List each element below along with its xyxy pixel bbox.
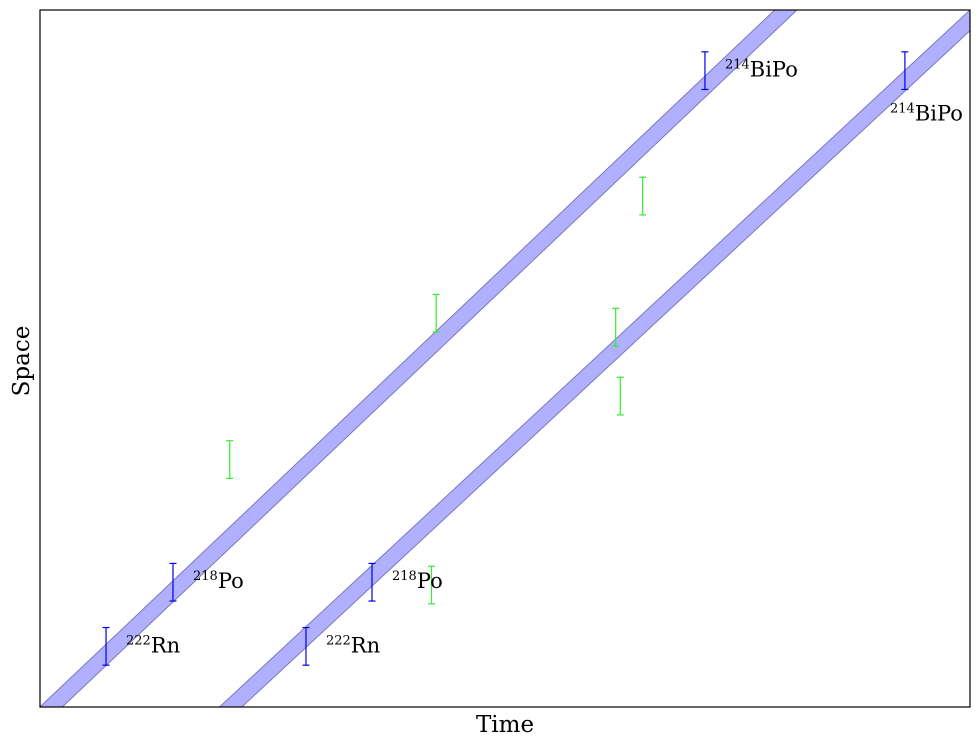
decay-event-2 — [169, 562, 177, 602]
y-axis-label: Space — [9, 326, 35, 397]
decay-label-element: BiPo — [750, 58, 798, 82]
decay-label-isotope-number: 214 — [725, 58, 750, 73]
decay-label-3: 214BiPo — [725, 58, 798, 82]
decay-label-5: 218Po — [392, 569, 443, 593]
decay-label-element: Po — [218, 569, 244, 593]
plot-frame — [39, 9, 971, 708]
decay-label-isotope-number: 222 — [126, 633, 151, 648]
decay-event-6 — [901, 51, 909, 91]
decay-label-element: Po — [417, 569, 443, 593]
decay-label-isotope-number: 218 — [392, 569, 417, 584]
decay-event-4 — [302, 626, 310, 666]
decay-event-5 — [368, 562, 376, 602]
decay-label-isotope-number: 218 — [193, 569, 218, 584]
noise-event-6 — [428, 565, 436, 605]
decay-event-3 — [701, 51, 709, 91]
noise-events-layer — [226, 176, 647, 605]
decay-label-element: Rn — [351, 633, 380, 657]
decay-label-element: Rn — [151, 633, 180, 657]
band-2 — [218, 10, 970, 707]
decay-label-4: 222Rn — [326, 633, 380, 657]
decay-label-1: 222Rn — [126, 633, 180, 657]
decay-label-isotope-number: 214 — [890, 102, 915, 117]
decay-label-2: 218Po — [193, 569, 244, 593]
noise-event-2 — [432, 293, 440, 333]
noise-event-3 — [639, 176, 647, 216]
decay-event-1 — [102, 626, 110, 666]
x-axis-label: Time — [476, 712, 534, 738]
bands-layer — [40, 10, 970, 707]
band-1 — [40, 10, 798, 707]
noise-event-1 — [226, 440, 234, 479]
decay-label-6: 214BiPo — [890, 102, 963, 126]
noise-event-4 — [612, 307, 620, 347]
decay-label-isotope-number: 222 — [326, 633, 351, 648]
noise-event-5 — [616, 376, 624, 416]
decay-label-element: BiPo — [915, 102, 963, 126]
